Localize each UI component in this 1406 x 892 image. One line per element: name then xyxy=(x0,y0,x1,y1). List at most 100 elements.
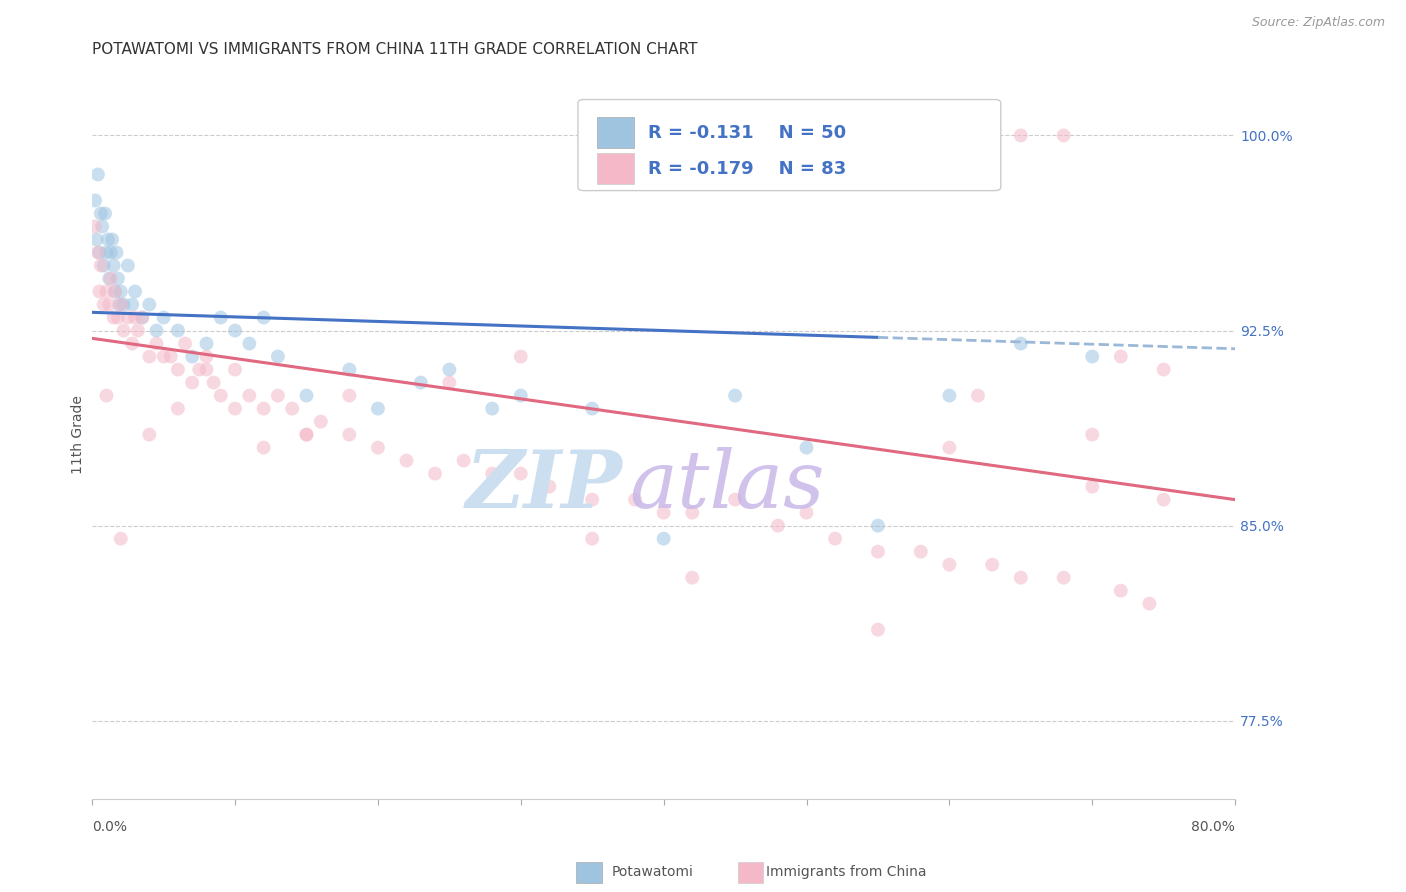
Point xyxy=(267,350,290,364)
Point xyxy=(152,310,174,325)
Point xyxy=(110,285,132,299)
Point xyxy=(167,362,190,376)
Point xyxy=(107,310,129,325)
Point xyxy=(110,297,132,311)
Point xyxy=(107,271,129,285)
Point xyxy=(337,362,360,376)
Y-axis label: 11th Grade: 11th Grade xyxy=(72,395,86,474)
Point xyxy=(104,285,127,299)
Point xyxy=(96,285,118,299)
Point xyxy=(538,480,561,494)
Point xyxy=(337,388,360,402)
Point xyxy=(1081,427,1104,442)
Point xyxy=(1053,571,1076,585)
Point xyxy=(367,441,389,455)
Point xyxy=(98,297,121,311)
Text: R = -0.131    N = 50: R = -0.131 N = 50 xyxy=(648,123,846,142)
Point xyxy=(87,168,110,182)
Point xyxy=(167,324,190,338)
Point xyxy=(93,259,115,273)
Point xyxy=(159,350,181,364)
Text: 80.0%: 80.0% xyxy=(1191,820,1234,834)
FancyBboxPatch shape xyxy=(598,117,634,148)
Point xyxy=(90,259,112,273)
Point xyxy=(90,206,112,220)
Point xyxy=(188,362,211,376)
Point xyxy=(652,506,675,520)
Point xyxy=(145,336,167,351)
Point xyxy=(766,518,789,533)
Point xyxy=(509,467,531,481)
Point xyxy=(124,285,146,299)
Point xyxy=(124,310,146,325)
Point xyxy=(202,376,225,390)
Point xyxy=(681,571,703,585)
Point xyxy=(131,310,153,325)
Point xyxy=(131,310,153,325)
Point xyxy=(439,362,461,376)
Point xyxy=(509,388,531,402)
Point xyxy=(112,297,135,311)
Point xyxy=(453,453,475,467)
Point xyxy=(652,532,675,546)
Text: Immigrants from China: Immigrants from China xyxy=(766,865,927,880)
Point xyxy=(423,467,446,481)
Text: Source: ZipAtlas.com: Source: ZipAtlas.com xyxy=(1251,16,1385,29)
Point xyxy=(796,441,818,455)
Point xyxy=(724,388,747,402)
Point xyxy=(84,219,107,234)
Point xyxy=(93,297,115,311)
Point xyxy=(267,388,290,402)
Point xyxy=(866,544,889,558)
Point xyxy=(409,376,432,390)
Point xyxy=(281,401,304,416)
Point xyxy=(481,401,503,416)
Point xyxy=(1010,571,1032,585)
Point xyxy=(624,492,647,507)
Point xyxy=(581,532,603,546)
FancyBboxPatch shape xyxy=(578,100,1001,191)
Point xyxy=(295,388,318,402)
Point xyxy=(395,453,418,467)
Point xyxy=(238,388,260,402)
Point xyxy=(104,285,127,299)
Point xyxy=(121,336,143,351)
Point xyxy=(174,336,197,351)
Point xyxy=(581,492,603,507)
Point xyxy=(481,467,503,481)
Point xyxy=(94,206,117,220)
Point xyxy=(309,415,332,429)
Point xyxy=(224,401,246,416)
Text: atlas: atlas xyxy=(628,447,824,524)
Point xyxy=(195,350,218,364)
Point xyxy=(1153,492,1175,507)
Point xyxy=(108,297,131,311)
Point xyxy=(337,427,360,442)
Point xyxy=(103,310,125,325)
Point xyxy=(89,285,111,299)
Point xyxy=(112,324,135,338)
Point xyxy=(98,271,121,285)
Point xyxy=(110,532,132,546)
Text: Potawatomi: Potawatomi xyxy=(612,865,693,880)
Point xyxy=(138,427,160,442)
Point xyxy=(1109,583,1132,598)
Point xyxy=(252,401,274,416)
Point xyxy=(195,362,218,376)
Point xyxy=(938,441,960,455)
Point xyxy=(1081,350,1104,364)
Point xyxy=(910,544,932,558)
Point xyxy=(938,388,960,402)
Point xyxy=(89,245,111,260)
Point xyxy=(295,427,318,442)
Point xyxy=(121,297,143,311)
Point xyxy=(97,233,120,247)
Point xyxy=(439,376,461,390)
Point xyxy=(581,401,603,416)
Point xyxy=(105,245,128,260)
Point xyxy=(866,518,889,533)
Point xyxy=(981,558,1004,572)
Text: R = -0.179    N = 83: R = -0.179 N = 83 xyxy=(648,160,846,178)
Point xyxy=(96,245,118,260)
Point xyxy=(84,194,107,208)
